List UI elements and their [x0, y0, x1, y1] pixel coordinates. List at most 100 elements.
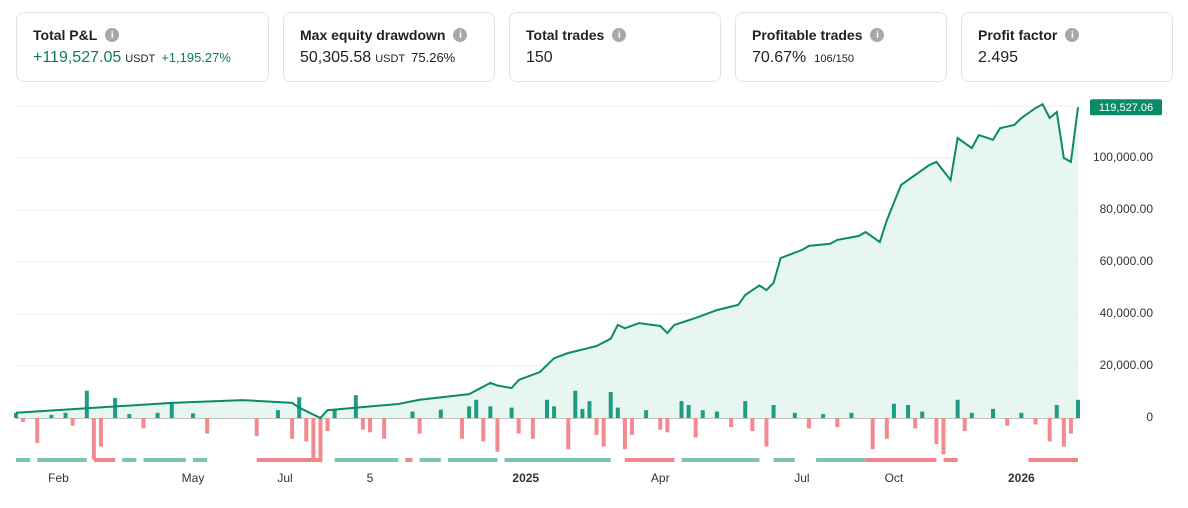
trade-bar [332, 408, 337, 418]
trade-bar [205, 418, 210, 434]
trade-bar [481, 418, 486, 442]
card-extra: 75.26% [411, 50, 456, 65]
x-tick-label: 2025 [512, 471, 539, 485]
trade-bar [318, 418, 323, 463]
trade-bar [955, 399, 960, 418]
trade-bar [360, 418, 365, 430]
trade-bar [474, 399, 479, 418]
trade-bar [113, 397, 118, 418]
stat-card: Profit factor i 2.495 [961, 12, 1173, 82]
x-tick-label: May [182, 471, 205, 485]
card-value: +119,527.05 [33, 49, 122, 66]
trade-bar [806, 418, 811, 429]
trade-bar [1047, 418, 1052, 442]
x-tick-label: Jul [794, 471, 809, 485]
y-tick-label: 60,000.00 [1100, 254, 1154, 268]
trade-bar [35, 418, 40, 443]
streak-segment [943, 458, 958, 462]
streak-segment [93, 458, 116, 462]
trade-bar [729, 418, 734, 428]
x-tick-label: Jul [277, 471, 292, 485]
trade-bar [714, 411, 719, 418]
trade-bar [743, 401, 748, 418]
trade-bar [665, 418, 670, 433]
y-tick-label: 80,000.00 [1100, 202, 1154, 216]
trade-bar [1033, 418, 1038, 425]
card-title: Total trades [526, 27, 605, 43]
trade-bar [127, 414, 132, 418]
trade-bar [644, 410, 649, 418]
trade-bar [353, 395, 358, 418]
card-value-row: 2.495 [978, 49, 1156, 67]
streak-segment [816, 458, 866, 462]
card-value-row: +119,527.05 USDT +1,195.27% [33, 49, 252, 67]
y-tick-label: 0 [1146, 410, 1153, 424]
card-title-row: Total trades i [526, 27, 704, 43]
trade-bar [141, 418, 146, 429]
x-tick-label: 2026 [1008, 471, 1035, 485]
trade-bar [573, 390, 578, 418]
card-value-row: 50,305.58 USDT 75.26% [300, 49, 478, 67]
streak-segment [37, 458, 87, 462]
trade-bar [304, 418, 309, 442]
trade-bar [368, 418, 372, 433]
trade-bar [552, 406, 557, 418]
trade-bar [98, 418, 103, 447]
streak-segment [193, 458, 208, 462]
streak-segment [122, 458, 137, 462]
streak-segment [773, 458, 795, 462]
card-title: Max equity drawdown [300, 27, 446, 43]
trade-bar [771, 405, 776, 418]
stat-card: Profitable trades i 70.67% 106/150 [735, 12, 947, 82]
trade-bar [1005, 418, 1010, 426]
streak-segment [447, 458, 498, 462]
trade-bar [622, 418, 627, 450]
trade-bar [509, 407, 514, 418]
trade-bar [941, 418, 946, 455]
streak-segment [504, 458, 611, 462]
trade-bar [566, 418, 571, 450]
streak-segment [405, 458, 413, 462]
trade-bar [14, 412, 18, 418]
trade-bar [325, 418, 330, 431]
card-title-row: Max equity drawdown i [300, 27, 478, 43]
x-tick-label: Oct [885, 471, 904, 485]
trade-bar [750, 418, 755, 431]
card-title: Total P&L [33, 27, 98, 43]
x-tick-label: Apr [651, 471, 670, 485]
card-value-row: 150 [526, 49, 704, 67]
streak-segment [1028, 458, 1078, 462]
trade-bar [382, 418, 387, 439]
trade-bar [920, 411, 925, 418]
trade-bar [906, 405, 911, 418]
trade-bar [545, 399, 549, 418]
card-value: 70.67% [752, 49, 807, 66]
trade-bar [1068, 418, 1073, 434]
trade-bar [884, 418, 889, 439]
streak-segment [624, 458, 675, 462]
card-value: 2.495 [978, 49, 1019, 66]
last-value-badge [1090, 99, 1162, 116]
last-value-label: 119,527.06 [1099, 102, 1153, 114]
trade-bar [191, 413, 195, 418]
card-title-row: Total P&L i [33, 27, 252, 43]
trade-bar [1061, 418, 1066, 447]
streak-segment [16, 458, 31, 462]
trade-bar [410, 411, 415, 418]
trade-bar [417, 418, 422, 434]
trade-bar [254, 418, 259, 437]
trade-bar [488, 406, 493, 418]
trade-bar [835, 418, 840, 428]
trade-bar [934, 418, 939, 444]
trade-bar [21, 418, 26, 422]
streak-segment [419, 458, 441, 462]
trade-bar [629, 418, 634, 435]
trade-bar [495, 418, 500, 452]
trade-bar [849, 412, 854, 418]
trade-bar [587, 401, 592, 418]
trade-bar [870, 418, 875, 450]
trade-bar [530, 418, 535, 439]
info-icon: i [870, 28, 885, 42]
streak-segment [143, 458, 186, 462]
